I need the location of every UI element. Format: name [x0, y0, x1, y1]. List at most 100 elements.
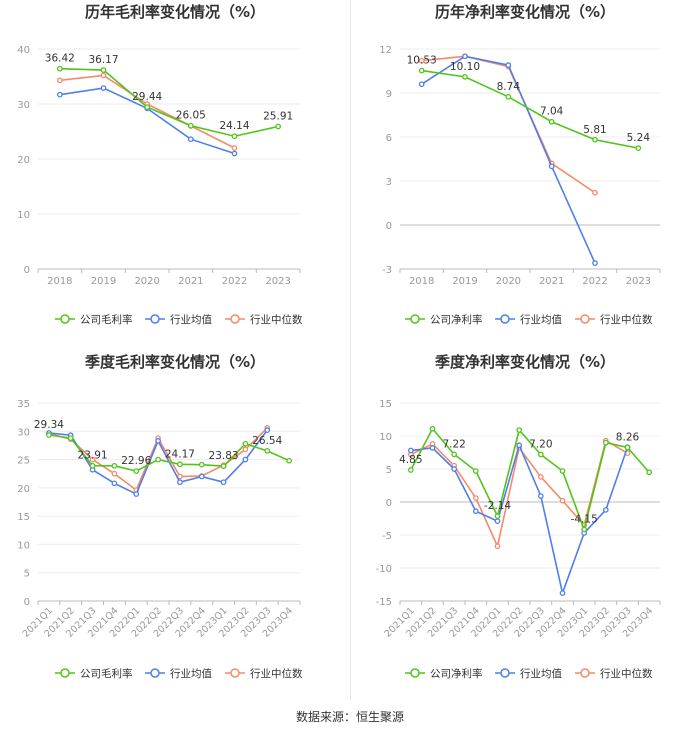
data-point	[133, 468, 140, 474]
y-tick-label: 30	[17, 427, 30, 438]
data-point	[429, 445, 436, 451]
data-point	[100, 85, 107, 91]
legend-item: 公司毛利率	[55, 313, 133, 326]
data-point	[67, 435, 74, 441]
legend-swatch-marker	[580, 668, 590, 678]
legend-label: 行业中位数	[250, 313, 303, 326]
data-point	[592, 189, 598, 196]
data-point	[472, 495, 479, 501]
data-point	[177, 461, 183, 468]
data-point	[418, 57, 425, 64]
data-point	[133, 491, 140, 497]
legend-item: 公司毛利率	[55, 667, 133, 680]
data-point	[177, 479, 183, 486]
y-tick-label: -10	[376, 564, 392, 575]
legend-label: 公司净利率	[430, 667, 483, 680]
data-point	[89, 462, 96, 469]
data-point	[111, 480, 118, 487]
data-point	[429, 425, 436, 432]
data-point	[646, 469, 653, 476]
legend-label: 行业均值	[520, 313, 562, 326]
data-point	[46, 432, 52, 438]
data-label: 29.34	[34, 419, 64, 431]
chart-panel-quarterly-gross-margin: 季度毛利率变化情况（%） 0 5 10 15 20 25 30 35 2021Q1 2021Q2 20…	[0, 350, 350, 700]
chart-svg: 季度毛利率变化情况（%）051015202530352021Q12021Q220…	[17, 353, 303, 680]
panel-divider	[350, 0, 351, 700]
data-point	[537, 493, 544, 499]
data-point	[624, 444, 631, 451]
data-point	[286, 457, 292, 464]
y-tick-label: 10	[17, 210, 30, 221]
series-line-industry-median	[410, 439, 628, 549]
data-point	[155, 456, 161, 463]
data-point	[559, 468, 566, 474]
y-tick-label: 35	[17, 399, 30, 410]
y-tick-label: -5	[382, 531, 392, 542]
data-point	[505, 93, 512, 100]
data-point	[635, 145, 642, 151]
series-line-company	[59, 67, 279, 138]
data-label: 8.26	[616, 431, 640, 443]
chart-title: 历年净利率变化情况（%）	[435, 3, 615, 21]
legend-swatch-marker	[60, 668, 70, 678]
data-point	[559, 590, 566, 596]
data-point	[472, 468, 479, 474]
data-point	[516, 427, 523, 433]
data-point	[187, 136, 194, 143]
data-point	[548, 118, 555, 125]
data-point	[505, 62, 512, 68]
data-label: 7.20	[529, 438, 552, 450]
chart-panel-annual-gross-margin: 历年毛利率变化情况（%） 0 10 20 30 40 2018 2019 2020 2021 202…	[0, 0, 350, 350]
series-line-industry-median	[421, 55, 596, 194]
data-point	[231, 150, 238, 157]
legend-item: 行业均值	[495, 313, 562, 326]
y-tick-label: 12	[379, 45, 392, 56]
legend-swatch-marker	[580, 314, 590, 324]
data-label: 23.91	[78, 450, 108, 462]
legend-label: 行业均值	[520, 667, 562, 680]
chart-svg: 历年毛利率变化情况（%） 0 10 20 30 40 2018 2019 2020 2021 202…	[17, 3, 303, 326]
data-label: -2.14	[484, 500, 511, 512]
data-point	[451, 466, 458, 472]
data-point	[264, 448, 271, 454]
x-tick-label: 2018	[47, 276, 72, 287]
y-tick-label: 0	[24, 265, 30, 276]
data-source: 数据来源：恒生聚源	[295, 710, 404, 724]
y-tick-label: 5	[386, 465, 392, 476]
data-point	[231, 145, 238, 151]
legend-swatch-marker	[500, 314, 510, 324]
data-point	[494, 543, 501, 550]
y-tick-label: 5	[24, 569, 30, 580]
data-point	[89, 456, 96, 463]
data-point	[155, 438, 161, 444]
legend-item: 行业中位数	[575, 667, 653, 680]
legend-item: 公司净利率	[405, 667, 483, 680]
y-tick-label: 15	[17, 512, 30, 523]
data-label: 4.85	[399, 454, 422, 466]
y-tick-label: 9	[386, 89, 392, 100]
data-label: 7.22	[442, 438, 465, 450]
data-point	[198, 461, 205, 468]
data-label: 29.44	[132, 91, 162, 103]
legend-item: 行业中位数	[225, 313, 303, 326]
legend-swatch-marker	[230, 314, 240, 324]
chart-panel-quarterly-net-margin: 季度净利率变化情况（%） -15 -10 -5 0 5 10 15 2021Q1 2021Q2 20…	[350, 350, 700, 700]
x-tick-label: 2020	[496, 276, 521, 287]
legend-swatch-marker	[150, 668, 160, 678]
chart-svg: 季度净利率变化情况（%）-15-10-50510152021Q12021Q220…	[376, 353, 661, 680]
data-point	[242, 456, 249, 463]
data-label: 36.42	[45, 53, 75, 65]
legend-label: 行业中位数	[250, 667, 303, 680]
legend-label: 公司毛利率	[80, 313, 133, 326]
y-tick-label: 40	[17, 45, 30, 56]
data-point	[198, 473, 205, 480]
data-point	[537, 474, 544, 480]
y-tick-label: -15	[376, 597, 392, 608]
x-tick-label: 2020	[134, 276, 159, 287]
legend-swatch-marker	[500, 668, 510, 678]
y-tick-label: 0	[24, 597, 30, 608]
data-point	[275, 123, 282, 130]
data-label: 8.74	[497, 81, 521, 93]
data-label: 5.24	[627, 132, 651, 144]
data-point	[472, 508, 479, 515]
